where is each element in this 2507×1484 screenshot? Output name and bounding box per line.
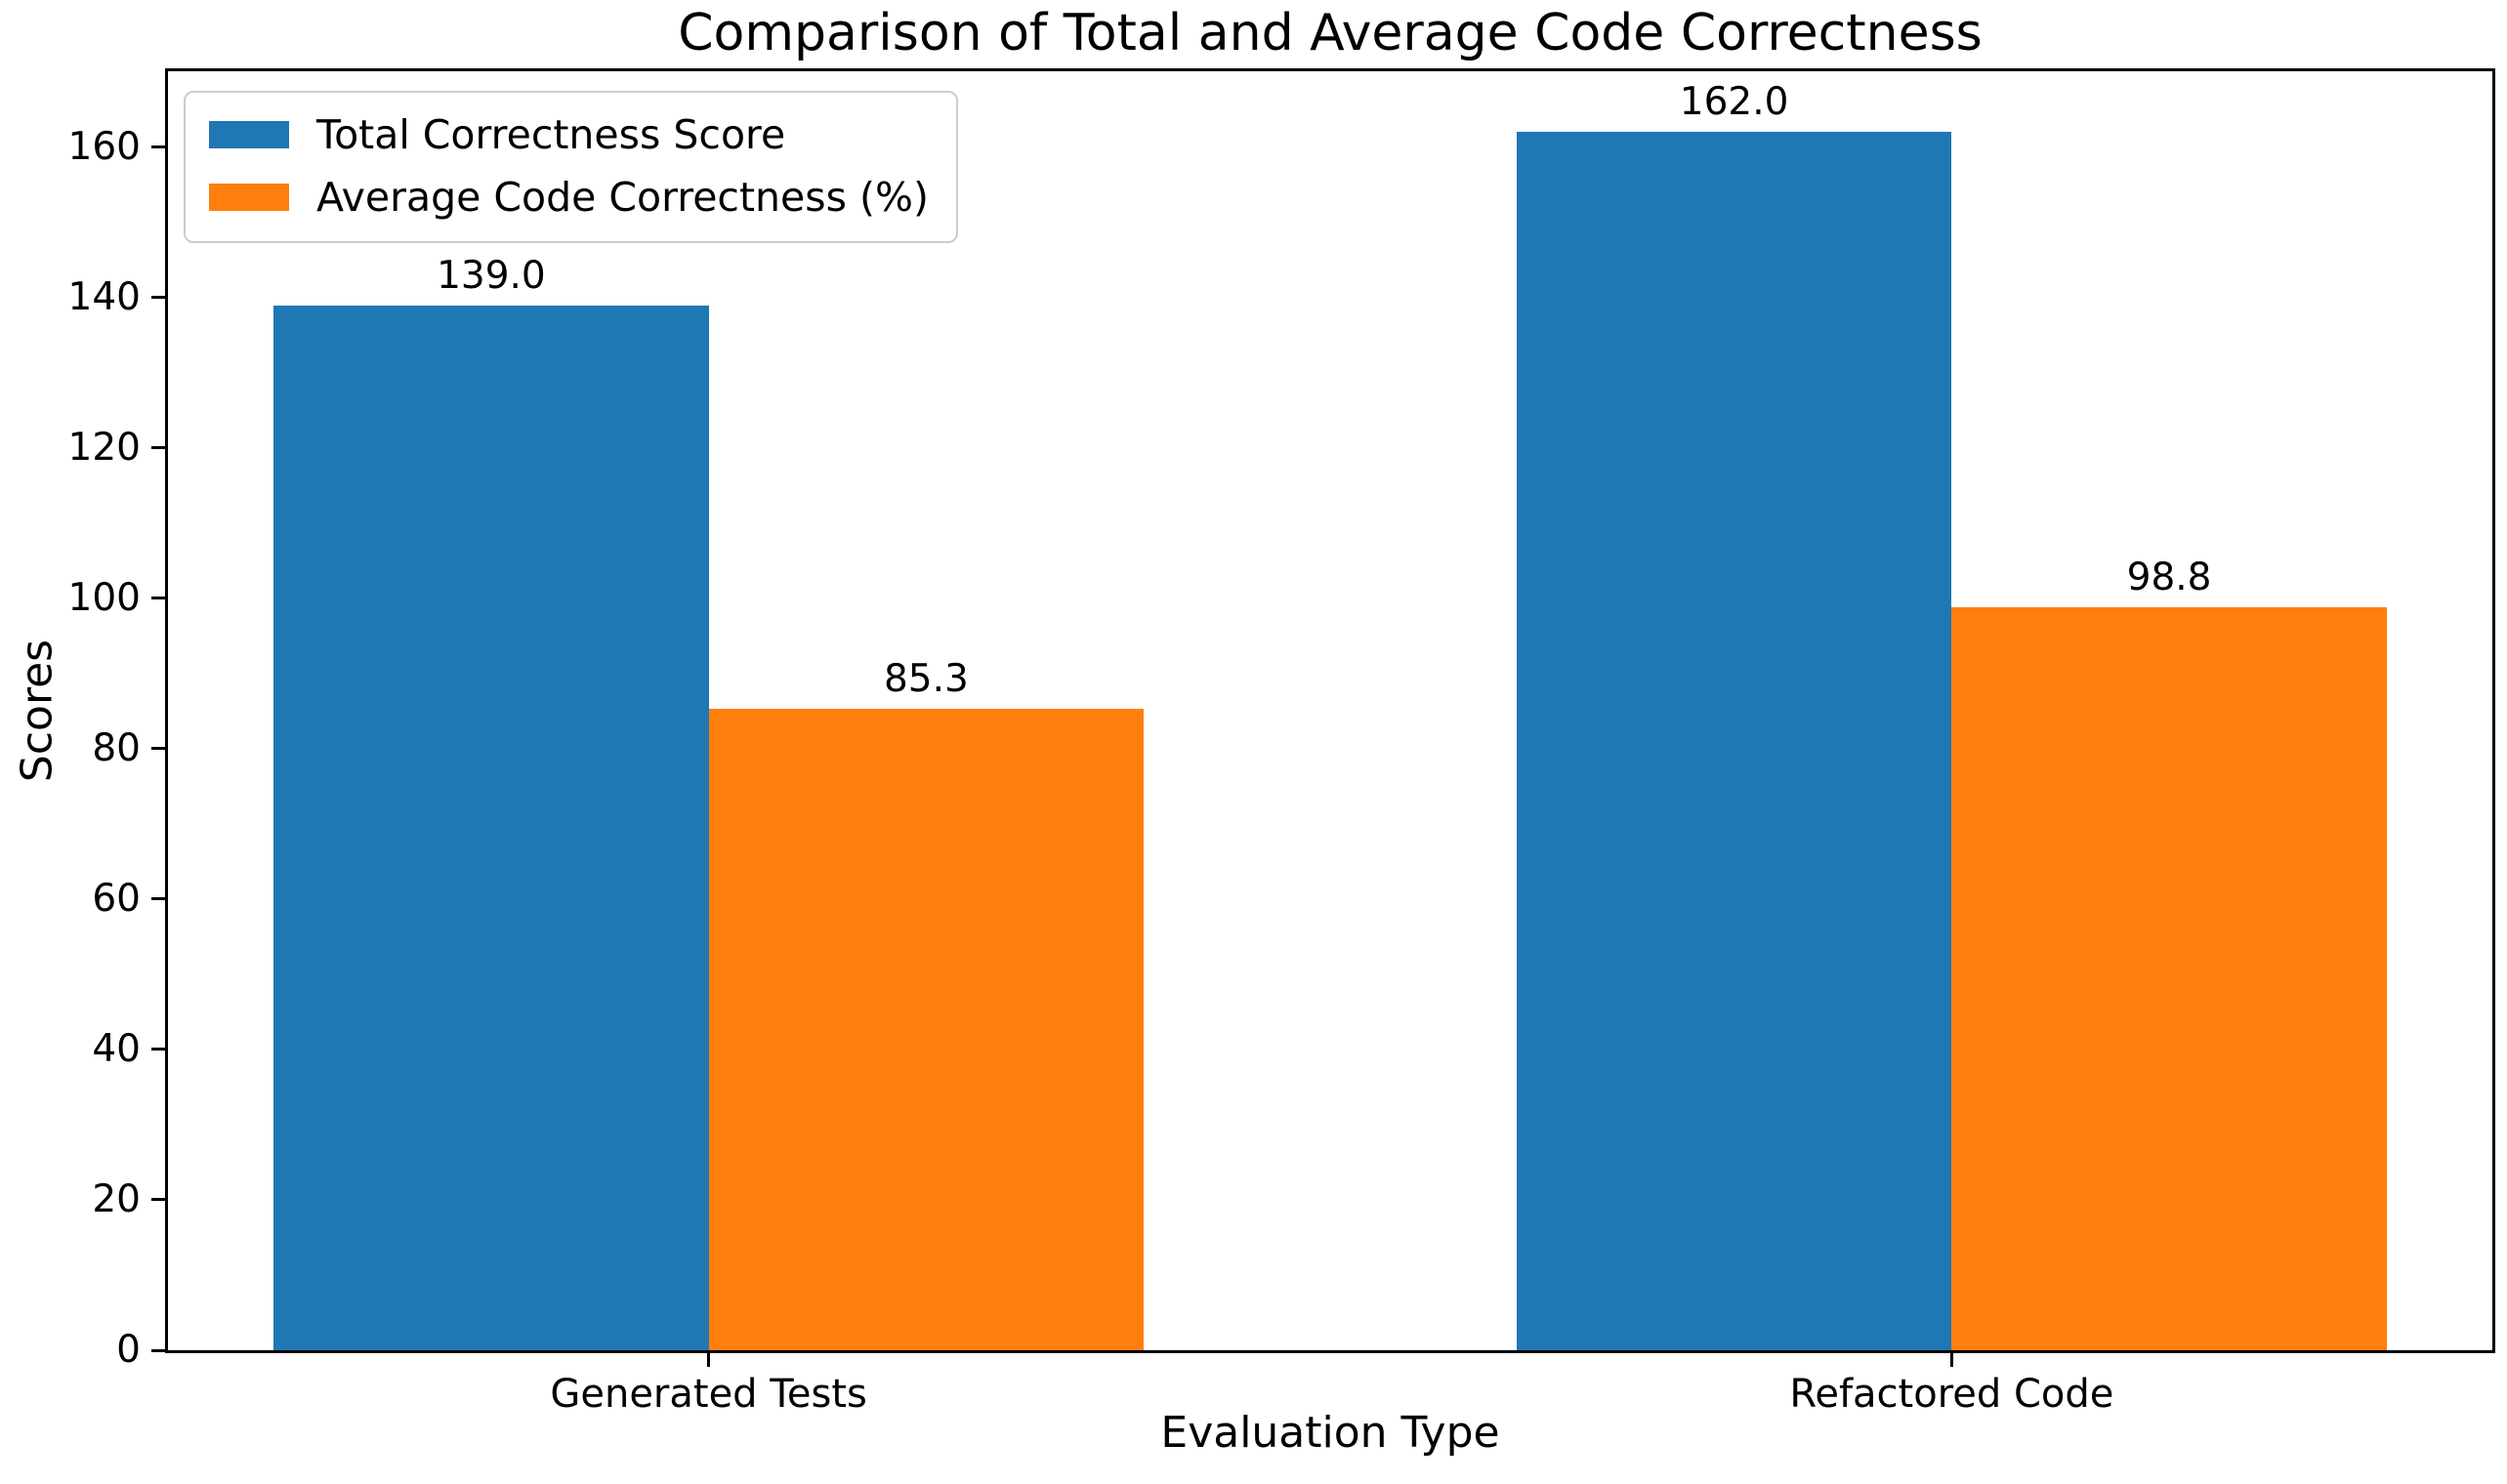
x-tick-mark <box>707 1353 711 1367</box>
y-tick-label: 40 <box>92 1026 141 1071</box>
y-tick-mark <box>151 1048 165 1051</box>
bar-value-label: 85.3 <box>883 657 969 702</box>
y-tick-mark <box>151 446 165 450</box>
y-tick-mark <box>151 597 165 600</box>
plot-area: 139.0 162.0 85.3 98.8 Total Correctness Sco… <box>168 71 2492 1350</box>
y-axis-label: Scores <box>12 639 63 783</box>
x-axis-label: Evaluation Type <box>1160 1408 1500 1458</box>
bar-series1-cat1 <box>1951 607 2387 1350</box>
y-tick-mark <box>151 897 165 901</box>
legend-label: Average Code Correctness (%) <box>316 174 929 221</box>
bar-value-label: 162.0 <box>1679 80 1789 125</box>
x-tick-label-0: Generated Tests <box>550 1372 867 1417</box>
legend-item-1: Average Code Correctness (%) <box>209 175 929 220</box>
legend: Total Correctness Score Average Code Corr… <box>184 91 958 243</box>
y-tick-mark <box>151 145 165 149</box>
bar-value-label: 98.8 <box>2126 556 2212 600</box>
y-tick-label: 60 <box>92 876 141 921</box>
legend-swatch-icon <box>209 121 289 148</box>
y-tick-label: 20 <box>92 1176 141 1221</box>
bar-value-label: 139.0 <box>437 253 546 298</box>
y-tick-mark <box>151 296 165 300</box>
y-tick-label: 100 <box>67 575 141 620</box>
y-tick-label: 160 <box>67 124 141 169</box>
y-tick-mark <box>151 1198 165 1202</box>
x-tick-label-1: Refactored Code <box>1789 1372 2114 1417</box>
bar-series1-cat0 <box>708 709 1145 1350</box>
x-tick-mark <box>1949 1353 1953 1367</box>
legend-item-0: Total Correctness Score <box>209 112 929 157</box>
y-tick-label: 80 <box>92 725 141 770</box>
legend-swatch-icon <box>209 184 289 211</box>
y-tick-label: 120 <box>67 425 141 470</box>
legend-label: Total Correctness Score <box>316 111 786 158</box>
bar-series0-cat1 <box>1516 132 1952 1350</box>
y-tick-mark <box>151 747 165 751</box>
y-tick-label: 0 <box>116 1328 141 1372</box>
y-tick-mark <box>151 1348 165 1352</box>
y-tick-label: 140 <box>67 274 141 319</box>
bar-series0-cat0 <box>273 305 709 1350</box>
chart-title: Comparison of Total and Average Code Cor… <box>678 4 1983 62</box>
